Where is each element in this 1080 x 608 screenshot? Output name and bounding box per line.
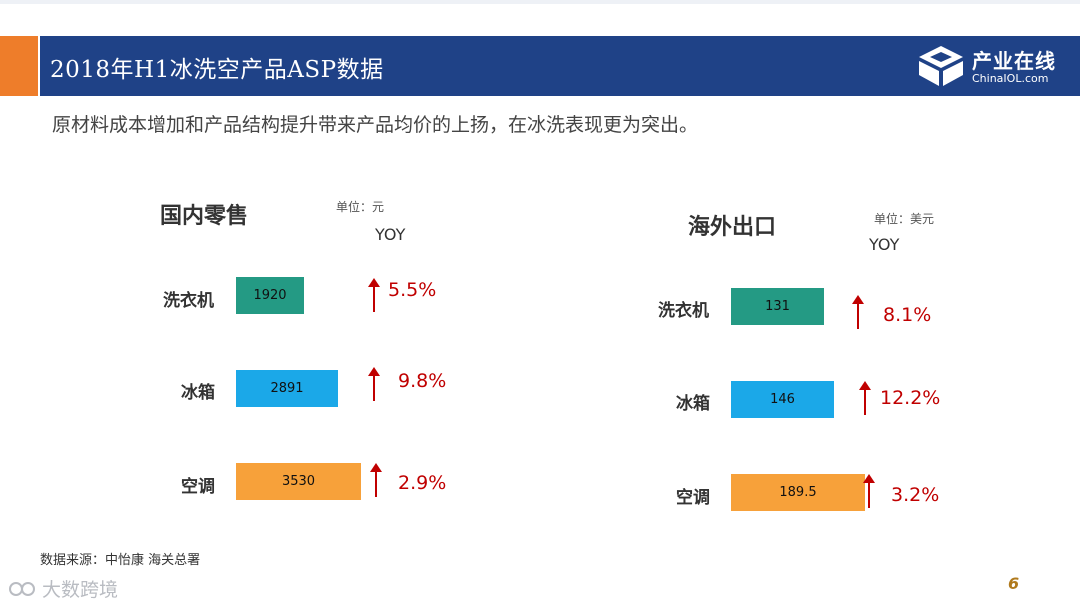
bar-value-label: 131 xyxy=(765,299,790,314)
bar-fridge-domestic: 2891 xyxy=(236,370,338,407)
panel-title-overseas: 海外出口 xyxy=(688,215,777,240)
up-arrow-icon xyxy=(368,278,380,312)
up-arrow-icon xyxy=(368,367,380,401)
top-border xyxy=(0,0,1080,4)
up-arrow-icon xyxy=(370,463,382,497)
bar-washer-overseas: 131 xyxy=(731,288,824,325)
title-accent-block xyxy=(0,36,38,96)
bar-value-label: 3530 xyxy=(281,474,316,489)
category-label-washer-domestic: 洗衣机 xyxy=(163,291,214,311)
category-label-ac-overseas: 空调 xyxy=(676,488,710,508)
category-label-fridge-overseas: 冰箱 xyxy=(676,394,710,414)
yoy-value-fridge-overseas: 12.2% xyxy=(880,387,941,409)
logo-chinese-text: 产业在线 xyxy=(972,49,1056,73)
yoy-value-ac-domestic: 2.9% xyxy=(398,472,447,494)
title-bar: 2018年H1冰洗空产品ASP数据 产业在线 ChinaIOL.com xyxy=(40,36,1080,96)
panel-title-domestic: 国内零售 xyxy=(160,204,249,229)
bar-fridge-overseas: 146 xyxy=(731,381,834,418)
bar-value-label: 2891 xyxy=(270,381,304,396)
yoy-value-fridge-domestic: 9.8% xyxy=(398,370,447,392)
watermark-text: 大数跨境 xyxy=(42,579,119,601)
category-label-fridge-domestic: 冰箱 xyxy=(181,383,215,403)
yoy-value-ac-overseas: 3.2% xyxy=(891,484,940,506)
bar-washer-domestic: 1920 xyxy=(236,277,304,314)
bar-value-label: 146 xyxy=(770,392,795,407)
logo-english-text: ChinaIOL.com xyxy=(972,72,1049,85)
watermark: 大数跨境 xyxy=(8,575,118,602)
page-number: 6 xyxy=(1008,574,1020,593)
bar-value-label: 189.5 xyxy=(779,485,817,500)
category-label-ac-domestic: 空调 xyxy=(181,477,215,497)
data-source-note: 数据来源：中怡康 海关总署 xyxy=(40,553,201,568)
category-label-washer-overseas: 洗衣机 xyxy=(658,301,709,321)
cube-logo-icon xyxy=(919,46,963,86)
bar-ac-overseas: 189.5 xyxy=(731,474,865,511)
up-arrow-icon xyxy=(863,474,875,508)
bar-ac-domestic: 3530 xyxy=(236,463,361,500)
up-arrow-icon xyxy=(859,381,871,415)
unit-label-domestic: 单位：元 xyxy=(336,200,385,214)
yoy-header-domestic: YOY xyxy=(375,225,406,244)
yoy-value-washer-overseas: 8.1% xyxy=(883,304,932,326)
chinaiol-logo: 产业在线 ChinaIOL.com xyxy=(916,43,1066,89)
watermark-logo-icon xyxy=(9,581,35,596)
unit-label-overseas: 单位：美元 xyxy=(874,212,935,226)
slide-subtitle: 原材料成本增加和产品结构提升带来产品均价的上扬，在冰洗表现更为突出。 xyxy=(52,114,699,136)
up-arrow-icon xyxy=(852,295,864,329)
slide-title: 2018年H1冰洗空产品ASP数据 xyxy=(50,57,384,83)
bar-value-label: 1920 xyxy=(253,288,287,303)
yoy-value-washer-domestic: 5.5% xyxy=(388,279,437,301)
yoy-header-overseas: YOY xyxy=(869,235,900,254)
